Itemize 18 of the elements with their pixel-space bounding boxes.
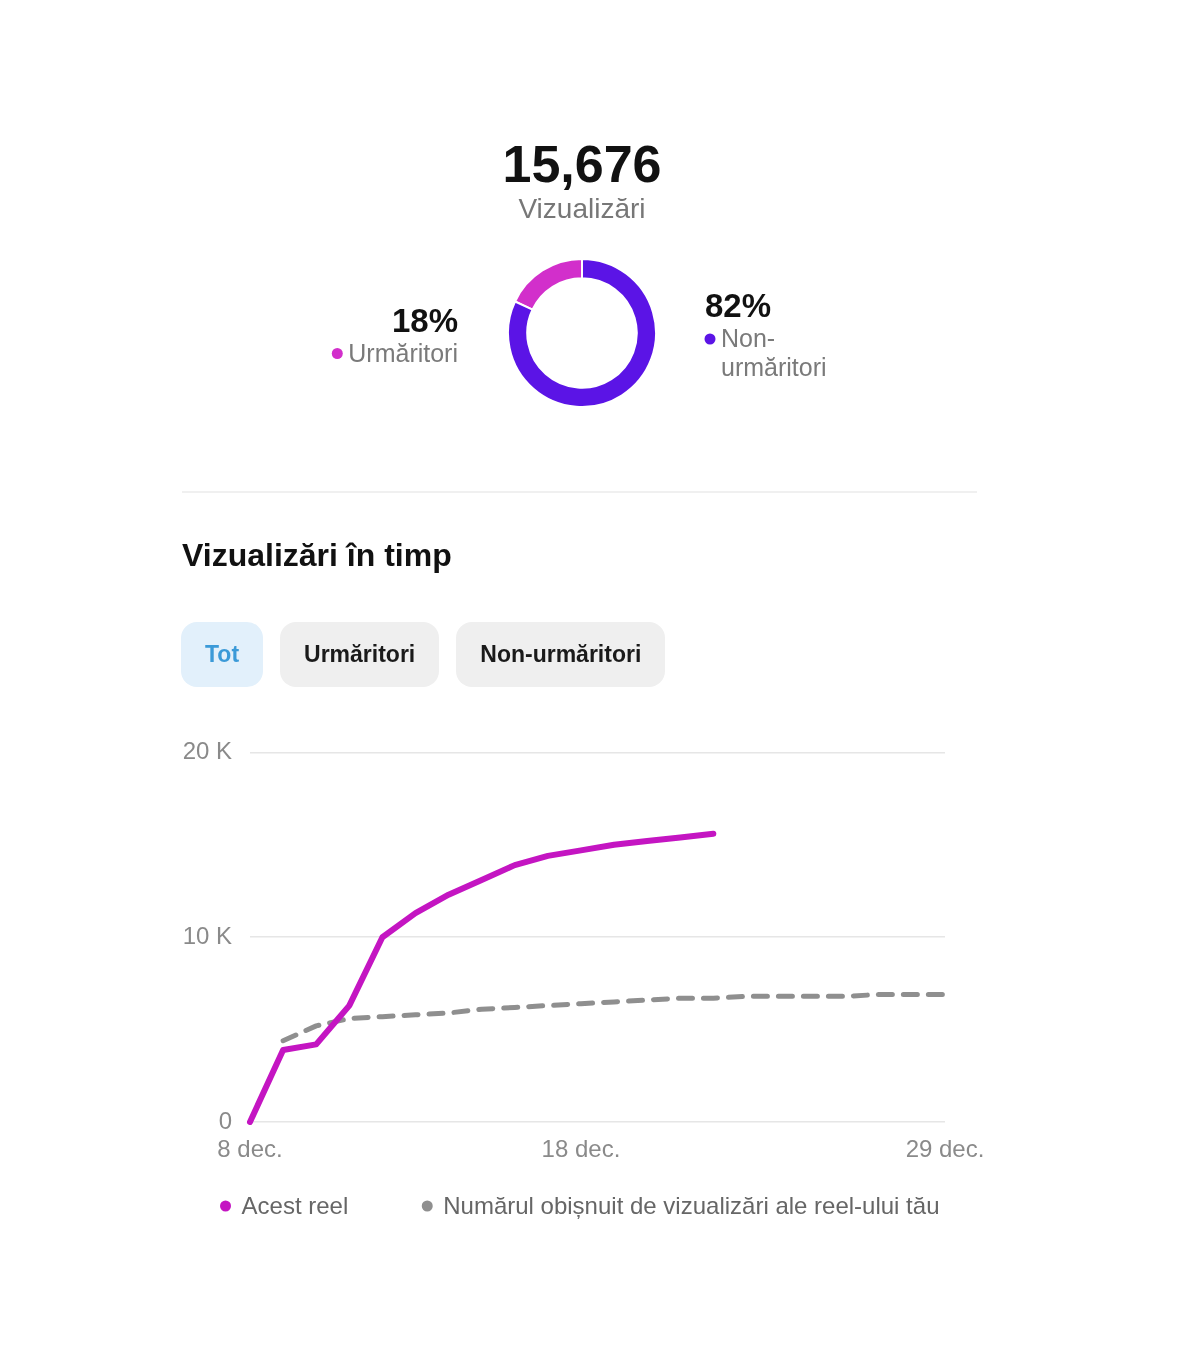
tab-button: Non-urmăritori bbox=[456, 622, 666, 687]
y-tick-label: 20 K bbox=[182, 737, 232, 765]
data-label: 18% bbox=[391, 301, 458, 339]
y-tick-label: 10 K bbox=[182, 921, 232, 949]
tab-button: Tot bbox=[181, 622, 264, 687]
x-tick-label: 29 dec. bbox=[905, 1135, 985, 1163]
data-label: 82% bbox=[705, 287, 772, 324]
legend-label: Non-urmăritori bbox=[721, 324, 827, 381]
chart-title: 15,676 bbox=[501, 134, 663, 194]
tab-button: Urmăritori bbox=[280, 622, 440, 687]
x-tick-label: 18 dec. bbox=[541, 1135, 621, 1163]
y-tick-label: 0 bbox=[218, 1106, 232, 1134]
legend-label: Numărul obișnuit de vizualizări ale reel-ului tău bbox=[443, 1191, 940, 1219]
x-tick-label: 8 dec. bbox=[217, 1135, 283, 1163]
legend-label: Acest reel bbox=[241, 1191, 349, 1219]
chart-subtitle: Vizualizări bbox=[517, 192, 647, 226]
chart-title: Vizualizări în timp bbox=[182, 536, 452, 575]
legend-label: Urmăritori bbox=[348, 338, 458, 367]
